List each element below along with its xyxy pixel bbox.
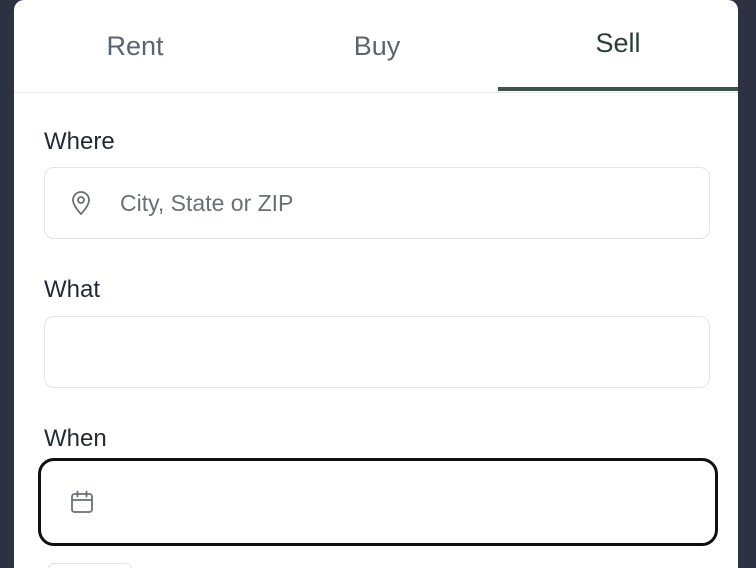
tab-bar: Rent Buy Sell (14, 0, 738, 93)
location-pin-icon (68, 190, 94, 216)
tab-buy[interactable]: Buy (353, 30, 401, 61)
tab-rent[interactable]: Rent (106, 30, 164, 61)
when-field[interactable] (38, 458, 718, 546)
where-field[interactable] (44, 167, 710, 239)
what-label: What (44, 276, 101, 303)
when-input[interactable] (119, 471, 715, 533)
search-card: Rent Buy Sell Where What When (14, 0, 738, 568)
where-label: Where (44, 128, 115, 155)
what-input[interactable] (69, 321, 709, 383)
calendar-icon (69, 489, 95, 515)
where-input[interactable] (118, 172, 709, 234)
when-label: When (44, 425, 107, 452)
tab-sell[interactable]: Sell (595, 28, 641, 58)
partial-element (48, 563, 132, 568)
active-tab-indicator (498, 87, 738, 91)
what-field[interactable] (44, 316, 710, 388)
